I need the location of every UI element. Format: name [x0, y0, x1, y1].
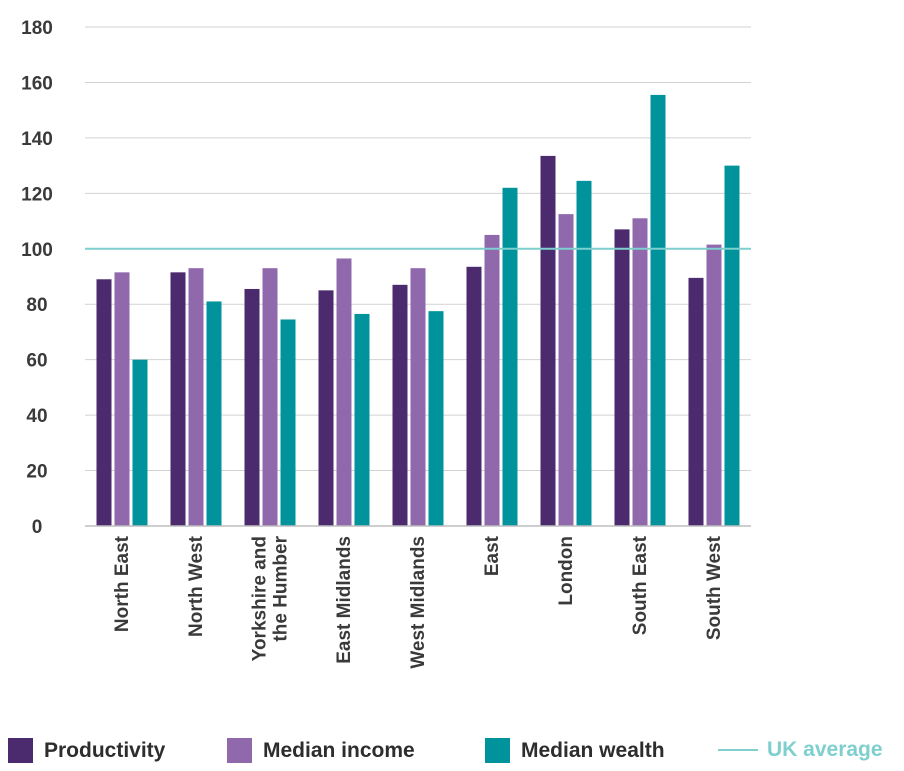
bar-productivity: [614, 229, 630, 526]
legend-item-productivity: Productivity: [8, 738, 165, 763]
y-tick-label: 40: [26, 406, 47, 427]
bar-median-income: [484, 234, 500, 526]
legend: Productivity Median income Median wealth…: [0, 738, 904, 770]
bar-median-income: [410, 268, 426, 526]
bar-median-wealth: [428, 311, 444, 526]
x-category-label: the Humber: [271, 535, 292, 641]
legend-item-median-wealth: Median wealth: [485, 738, 665, 763]
bar-median-wealth: [354, 313, 370, 526]
legend-label-productivity: Productivity: [44, 738, 166, 762]
legend-item-uk-average: UK average: [718, 738, 883, 762]
x-category-label: East: [482, 535, 503, 576]
bar-median-income: [262, 268, 278, 526]
legend-label-median-income: Median income: [263, 738, 415, 762]
legend-swatch-median-income: [227, 738, 252, 763]
bar-productivity: [392, 284, 408, 526]
x-category-label: Yorkshire and: [250, 536, 271, 661]
bar-median-income: [632, 218, 648, 527]
legend-label-uk-average: UK average: [767, 738, 883, 761]
x-category-label: South West: [704, 535, 725, 640]
bar-median-income: [188, 268, 204, 526]
x-category-label: London: [556, 536, 577, 606]
bar-median-wealth: [576, 180, 592, 526]
legend-line-uk-average: [718, 749, 758, 751]
bar-productivity: [688, 277, 704, 526]
bar-productivity: [540, 155, 556, 527]
bar-median-wealth: [724, 165, 740, 526]
y-tick-label: 60: [26, 351, 47, 372]
y-tick-label: 160: [21, 73, 53, 94]
legend-label-median-wealth: Median wealth: [521, 738, 665, 762]
bar-median-income: [114, 272, 130, 526]
bar-median-wealth: [502, 187, 518, 527]
x-category-label: North East: [112, 535, 133, 632]
bar-median-wealth: [206, 301, 222, 526]
y-tick-label: 140: [21, 129, 53, 150]
x-category-label: North West: [186, 535, 207, 637]
bar-median-income: [706, 244, 722, 526]
bar-productivity: [466, 266, 482, 526]
y-tick-label: 20: [26, 462, 47, 483]
y-tick-label: 120: [21, 184, 53, 205]
bar-median-wealth: [280, 319, 296, 526]
x-category-label: East Midlands: [334, 536, 355, 664]
bar-productivity: [244, 288, 260, 526]
bar-median-wealth: [132, 359, 148, 526]
bar-productivity: [318, 290, 334, 526]
y-tick-label: 0: [32, 517, 43, 538]
y-tick-label: 180: [21, 18, 53, 39]
bar-median-income: [336, 258, 352, 526]
legend-swatch-productivity: [8, 738, 33, 763]
bar-median-income: [558, 214, 574, 526]
x-category-label: West Midlands: [408, 536, 429, 669]
bar-chart: 0 20 40 60 80 100 120 140 160 180 North East North …: [21, 18, 751, 669]
y-tick-label: 100: [21, 240, 53, 261]
y-tick-label: 80: [26, 295, 47, 316]
bar-productivity: [170, 272, 186, 526]
bar-productivity: [96, 279, 112, 526]
x-category-label: South East: [630, 535, 651, 635]
legend-item-median-income: Median income: [227, 738, 415, 763]
bar-median-wealth: [650, 94, 666, 527]
legend-swatch-median-wealth: [485, 738, 510, 763]
